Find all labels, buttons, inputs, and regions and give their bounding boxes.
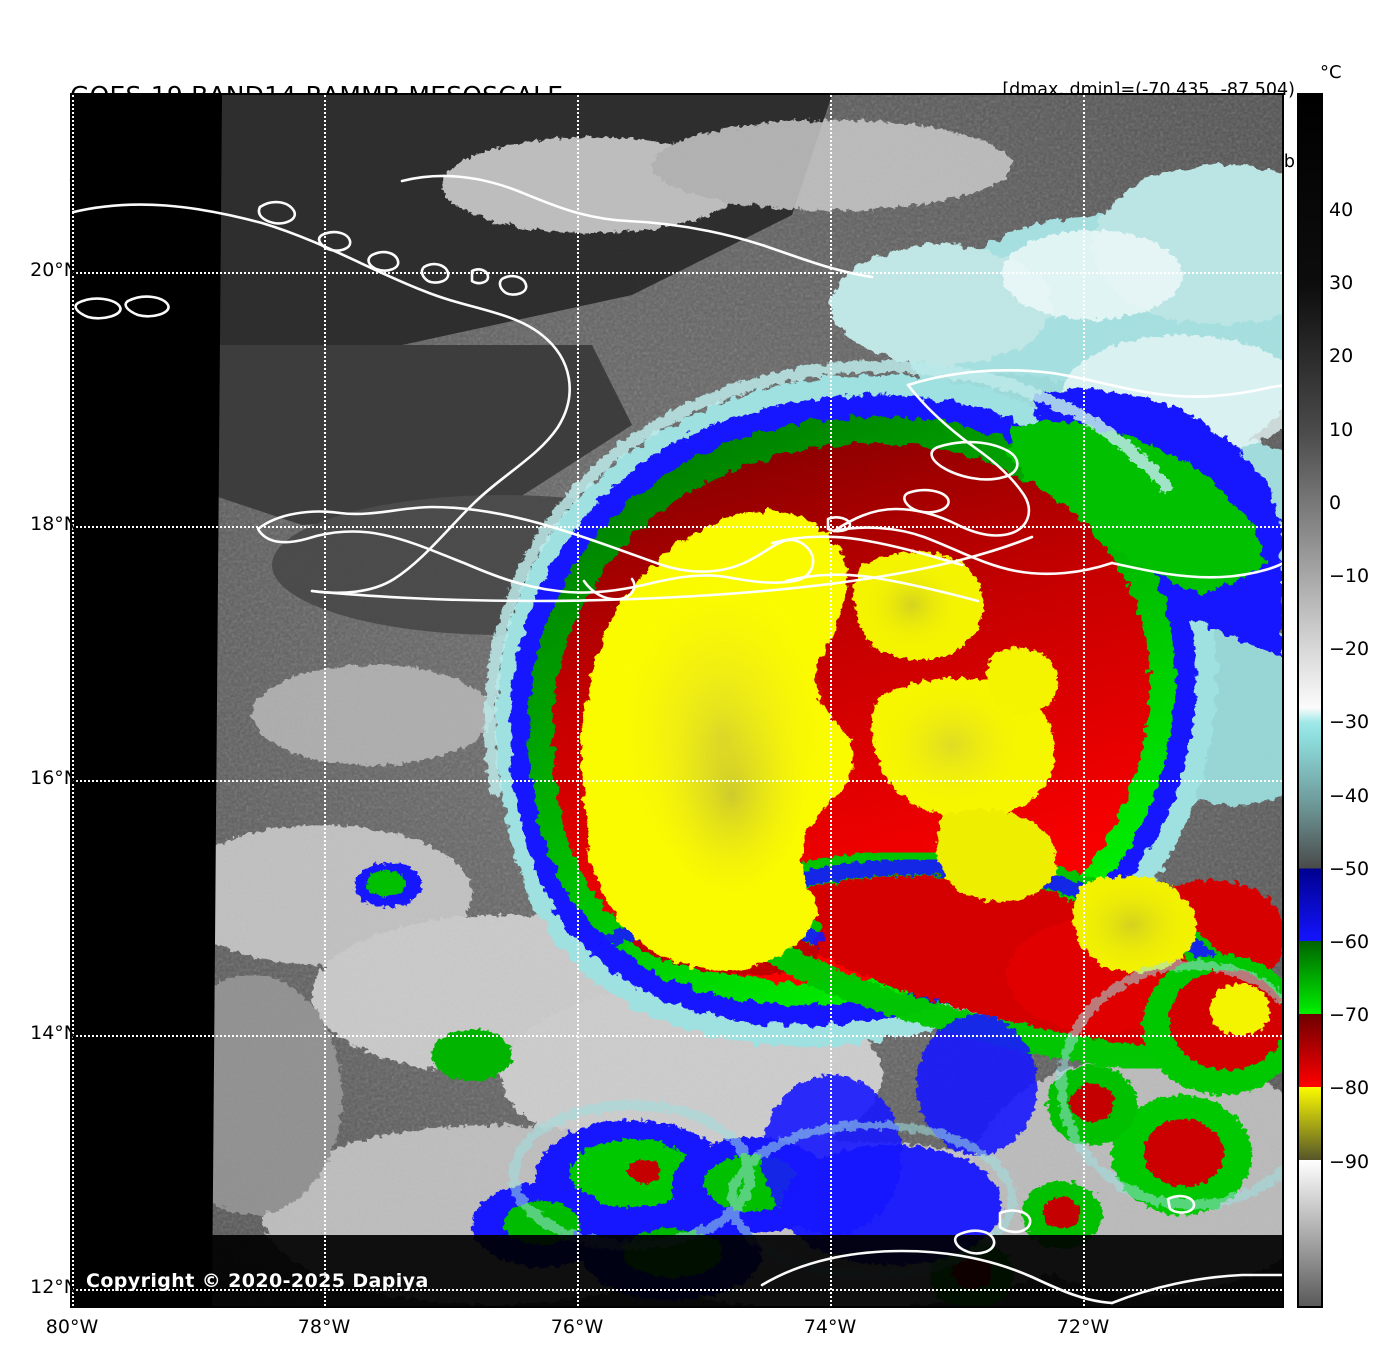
xtick-label-78w: 78°W [297, 1316, 351, 1338]
ytick-label-12n: 12°N [30, 1276, 78, 1298]
colorbar-tick-20: 20 [1329, 345, 1354, 368]
colorbar-tick-0: 0 [1329, 491, 1342, 514]
xtick-label-80w: 80°W [45, 1316, 99, 1338]
colorbar-tick-minus30: −30 [1329, 711, 1370, 734]
xtick-label-72w: 72°W [1056, 1316, 1110, 1338]
ytick-label-14n: 14°N [30, 1022, 78, 1044]
xtick-label-76w: 76°W [550, 1316, 604, 1338]
ytick-label-16n: 16°N [30, 767, 78, 789]
colorbar-tick-minus40: −40 [1329, 784, 1370, 807]
colorbar-tick-minus60: −60 [1329, 931, 1370, 954]
colorbar-tick-minus20: −20 [1329, 638, 1370, 661]
colorbar-tick-minus50: −50 [1329, 857, 1370, 880]
colorbar-tick-minus80: −80 [1329, 1077, 1370, 1100]
colorbar-tick-40: 40 [1329, 199, 1354, 222]
xtick-label-74w: 74°W [803, 1316, 857, 1338]
colorbar-tick-minus10: −10 [1329, 565, 1370, 588]
colorbar-unit-label: °C [1320, 62, 1342, 83]
colorbar-gradient [1299, 95, 1321, 1306]
ytick-label-18n: 18°N [30, 513, 78, 535]
copyright-label: Copyright © 2020-2025 Dapiya [86, 1270, 429, 1292]
colorbar-tick-10: 10 [1329, 418, 1354, 441]
colorbar[interactable] [1297, 93, 1323, 1308]
satellite-raster [72, 95, 1282, 1306]
colorbar-tick-minus90: −90 [1329, 1150, 1370, 1173]
colorbar-tick-minus70: −70 [1329, 1004, 1370, 1027]
satellite-image-plot[interactable]: Copyright © 2020-2025 Dapiya [70, 93, 1284, 1308]
colorbar-tick-30: 30 [1329, 272, 1354, 295]
ytick-label-20n: 20°N [30, 259, 78, 281]
